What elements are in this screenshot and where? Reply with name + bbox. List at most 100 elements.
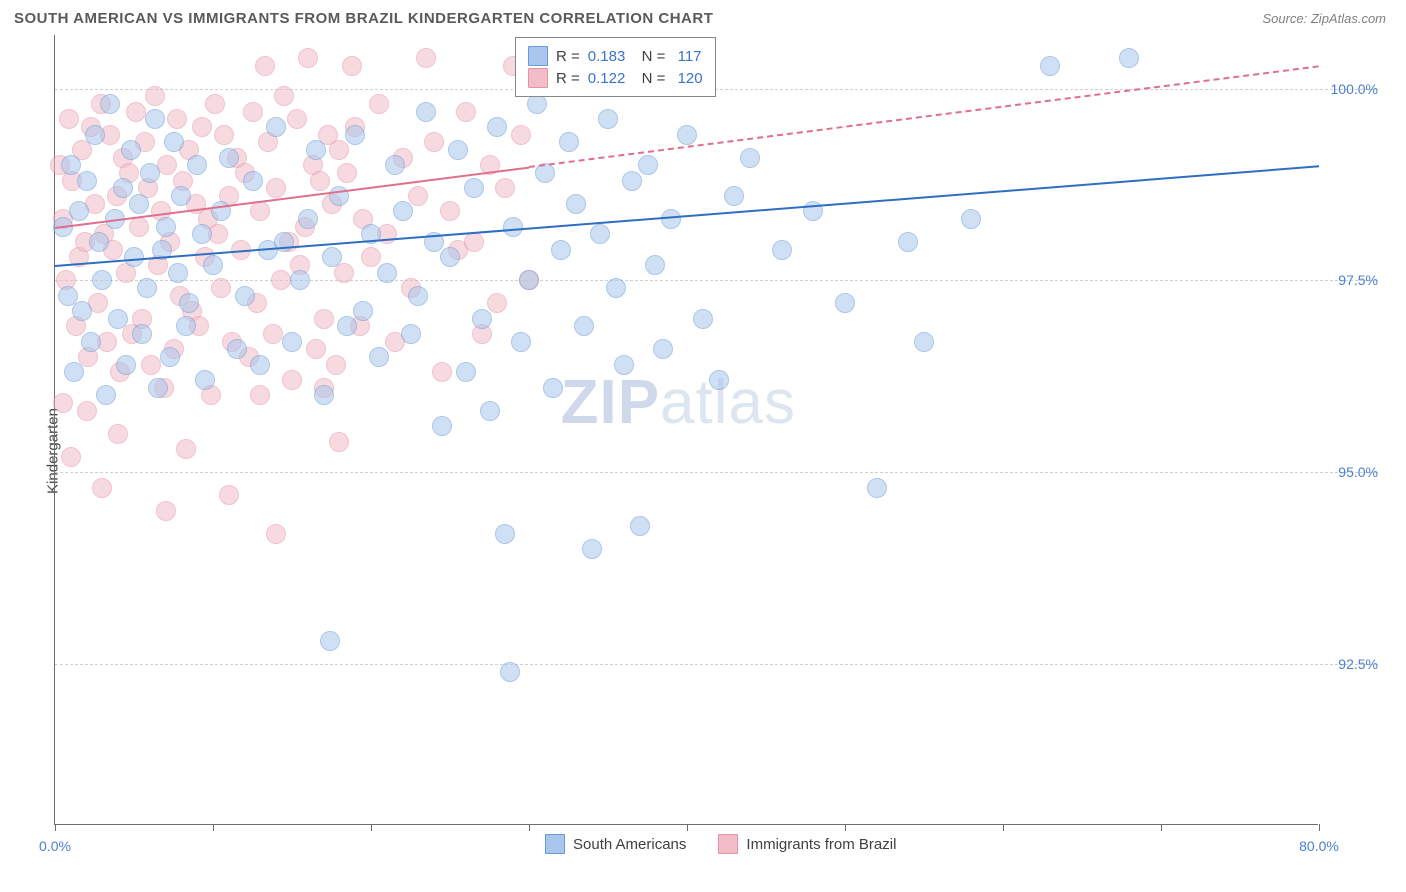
data-point — [96, 385, 116, 405]
data-point — [205, 94, 225, 114]
data-point — [361, 247, 381, 267]
data-point — [100, 94, 120, 114]
data-point — [219, 485, 239, 505]
data-point — [192, 117, 212, 137]
data-point — [92, 478, 112, 498]
data-point — [298, 48, 318, 68]
x-tick-label: 0.0% — [39, 838, 71, 854]
data-point — [511, 125, 531, 145]
data-point — [464, 232, 484, 252]
data-point — [495, 178, 515, 198]
legend-swatch — [528, 68, 548, 88]
data-point — [590, 224, 610, 244]
x-tick — [687, 824, 688, 831]
data-point — [164, 132, 184, 152]
data-point — [211, 278, 231, 298]
data-point — [416, 102, 436, 122]
stat-n-value: 120 — [673, 70, 702, 87]
data-point — [487, 293, 507, 313]
data-point — [167, 109, 187, 129]
data-point — [661, 209, 681, 229]
data-point — [255, 56, 275, 76]
data-point — [527, 94, 547, 114]
data-point — [113, 178, 133, 198]
data-point — [176, 439, 196, 459]
plot-area: 92.5%95.0%97.5%100.0%0.0%80.0%ZIPatlasR … — [54, 35, 1318, 825]
data-point — [64, 362, 84, 382]
data-point — [606, 278, 626, 298]
x-tick — [529, 824, 530, 831]
data-point — [653, 339, 673, 359]
data-point — [448, 140, 468, 160]
data-point — [141, 355, 161, 375]
data-point — [85, 125, 105, 145]
data-point — [566, 194, 586, 214]
data-point — [145, 109, 165, 129]
data-point — [168, 263, 188, 283]
stats-legend: R = 0.183 N = 117R = 0.122 N = 120 — [515, 37, 716, 97]
data-point — [432, 362, 452, 382]
stat-r-value: 0.122 — [588, 70, 626, 87]
data-point — [314, 309, 334, 329]
data-point — [310, 171, 330, 191]
data-point — [214, 125, 234, 145]
data-point — [630, 516, 650, 536]
data-point — [92, 270, 112, 290]
data-point — [334, 263, 354, 283]
legend-swatch — [545, 834, 565, 854]
data-point — [250, 355, 270, 375]
legend-label: South Americans — [573, 836, 686, 853]
stat-label: R = — [556, 70, 580, 87]
data-point — [129, 217, 149, 237]
data-point — [116, 355, 136, 375]
data-point — [282, 332, 302, 352]
data-point — [176, 316, 196, 336]
data-point — [326, 355, 346, 375]
x-tick-label: 80.0% — [1299, 838, 1339, 854]
chart-header: SOUTH AMERICAN VS IMMIGRANTS FROM BRAZIL… — [0, 0, 1406, 35]
x-tick — [1319, 824, 1320, 831]
data-point — [337, 316, 357, 336]
data-point — [156, 217, 176, 237]
stat-n-value: 117 — [673, 48, 701, 65]
data-point — [543, 378, 563, 398]
x-tick — [213, 824, 214, 831]
data-point — [337, 163, 357, 183]
data-point — [345, 125, 365, 145]
data-point — [227, 339, 247, 359]
data-point — [898, 232, 918, 252]
x-tick — [1003, 824, 1004, 831]
data-point — [263, 324, 283, 344]
legend-item: South Americans — [545, 834, 686, 854]
data-point — [408, 286, 428, 306]
data-point — [353, 301, 373, 321]
data-point — [219, 148, 239, 168]
data-point — [179, 293, 199, 313]
data-point — [61, 155, 81, 175]
data-point — [519, 270, 539, 290]
data-point — [401, 324, 421, 344]
data-point — [342, 56, 362, 76]
data-point — [195, 370, 215, 390]
legend-swatch — [528, 46, 548, 66]
data-point — [140, 163, 160, 183]
y-tick-label: 100.0% — [1322, 81, 1378, 97]
gridline-h — [55, 89, 1378, 90]
data-point — [157, 155, 177, 175]
legend-bottom: South AmericansImmigrants from Brazil — [545, 834, 896, 854]
chart-title: SOUTH AMERICAN VS IMMIGRANTS FROM BRAZIL… — [14, 10, 713, 27]
data-point — [377, 263, 397, 283]
data-point — [551, 240, 571, 260]
data-point — [282, 370, 302, 390]
data-point — [500, 662, 520, 682]
data-point — [645, 255, 665, 275]
gridline-h — [55, 280, 1378, 281]
data-point — [77, 401, 97, 421]
data-point — [274, 86, 294, 106]
data-point — [424, 132, 444, 152]
data-point — [559, 132, 579, 152]
data-point — [306, 140, 326, 160]
data-point — [432, 416, 452, 436]
data-point — [81, 332, 101, 352]
data-point — [235, 286, 255, 306]
